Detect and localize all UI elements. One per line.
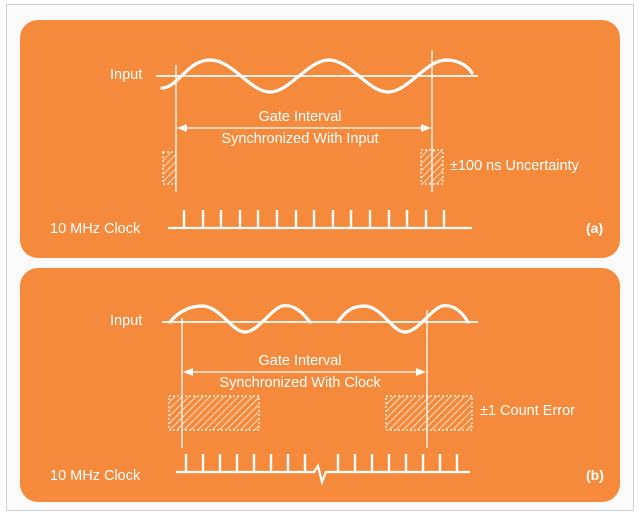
- gate-interval-title: Gate Interval: [258, 109, 342, 125]
- clock-ticks: [184, 454, 459, 472]
- panel-a-drawing: [156, 50, 478, 230]
- input-waveform-seg1: [168, 304, 312, 334]
- gate-sync-label: Synchronized With Input: [221, 131, 379, 147]
- uncertainty-box-end: [420, 149, 444, 185]
- gate-arrow-right-head: [416, 368, 426, 376]
- uncertainty-label: ±100 ns Uncertainty: [450, 158, 579, 174]
- clock-ticks: [182, 210, 446, 228]
- input-waveform-seg2: [336, 304, 470, 334]
- gate-interval-label: Gate Interval: [200, 352, 400, 370]
- gate-interval-title: Gate Interval: [258, 353, 342, 369]
- gate-arrow-right-head: [421, 124, 431, 132]
- error-label: ±1 Count Error: [480, 403, 575, 419]
- gate-sync-label: Synchronized With Clock: [219, 375, 381, 391]
- error-box-start: [168, 395, 260, 431]
- gate-arrow-left-head: [183, 368, 193, 376]
- clock-label: 10 MHz Clock: [50, 468, 141, 484]
- panel-tag-b: (b): [586, 467, 604, 483]
- clock-baseline: [176, 463, 470, 486]
- panel-tag-a: (a): [586, 220, 604, 236]
- input-waveform: [160, 58, 474, 94]
- gate-arrow-left-head: [177, 124, 187, 132]
- clock-label: 10 MHz Clock: [50, 221, 141, 237]
- input-label: Input: [110, 313, 143, 329]
- error-box-end: [385, 395, 473, 431]
- panel-b: Input Gate Interval Synchronized With Cl…: [20, 268, 620, 502]
- panel-b-drawing: [162, 304, 478, 486]
- input-label: Input: [110, 67, 143, 83]
- uncertainty-box-start: [162, 151, 177, 185]
- panel-a: Input Gate Interval Synchronized With In…: [20, 20, 620, 258]
- gate-interval-label: Gate Interval: [200, 108, 400, 126]
